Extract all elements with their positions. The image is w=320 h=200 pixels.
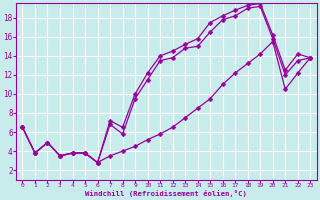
X-axis label: Windchill (Refroidissement éolien,°C): Windchill (Refroidissement éolien,°C)	[85, 190, 247, 197]
